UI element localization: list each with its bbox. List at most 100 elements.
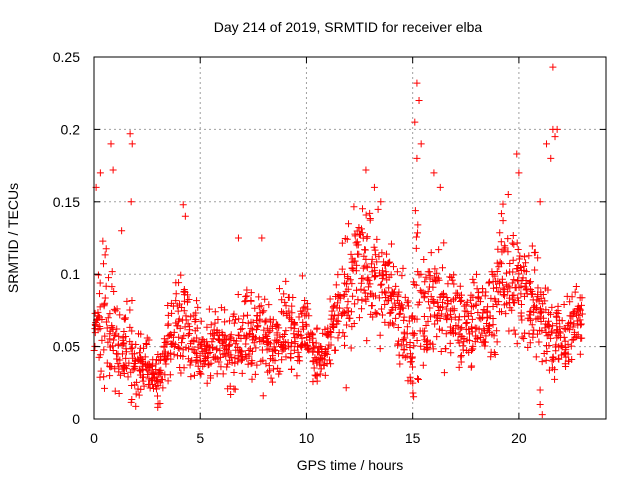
data-point [551,133,559,141]
data-point [224,360,232,368]
data-point [243,311,251,319]
data-point [456,298,464,306]
data-point [413,337,421,345]
data-point [334,271,342,279]
data-point [353,261,361,269]
data-point [347,344,355,352]
data-point [281,298,289,306]
data-point [570,308,578,316]
data-point [153,392,161,400]
data-point [551,375,559,383]
data-point [489,303,497,311]
data-point [128,297,136,305]
data-point [146,360,154,368]
data-point [205,305,213,313]
data-point [211,308,219,316]
data-point [378,280,386,288]
data-point [578,294,586,302]
data-point [388,288,396,296]
data-point [476,333,484,341]
data-point [493,338,501,346]
data-point [470,279,478,287]
data-point [498,248,506,256]
data-point [505,327,513,335]
data-point [364,274,372,282]
data-point [434,274,442,282]
data-point [569,323,577,331]
data-point [250,339,258,347]
data-point [455,363,463,371]
data-point [361,246,369,254]
data-point [372,251,380,259]
data-point [278,308,286,316]
data-point [274,321,282,329]
data-point [237,357,245,365]
grid-lines [94,57,606,419]
data-point [344,298,352,306]
data-point [443,293,451,301]
data-point [130,350,138,358]
data-point [426,275,434,283]
data-point [472,301,480,309]
data-point [214,316,222,324]
data-point [446,339,454,347]
data-point [252,326,260,334]
data-point [327,360,335,368]
data-point [429,283,437,291]
data-point [354,241,362,249]
data-point [230,319,238,327]
data-point [343,304,351,312]
data-point [354,296,362,304]
data-point [403,299,411,307]
data-point [243,292,251,300]
data-point [331,346,339,354]
data-point [537,295,545,303]
data-point [442,345,450,353]
data-point [116,311,124,319]
data-point [152,365,160,373]
data-point [122,333,130,341]
data-point [475,295,483,303]
data-point [333,304,341,312]
data-point [243,286,251,294]
data-point [509,268,517,276]
data-point [433,333,441,341]
data-point [295,353,303,361]
data-point [415,96,423,104]
data-point [313,324,321,332]
data-point [413,315,421,323]
data-point [99,237,107,245]
data-point [399,264,407,272]
data-point [548,357,556,365]
data-point [329,303,337,311]
data-point [515,169,523,177]
data-point [509,231,517,239]
data-point [491,295,499,303]
data-point [132,341,140,349]
data-point [288,309,296,317]
data-point [282,277,290,285]
data-point [244,360,252,368]
data-point [396,309,404,317]
data-point [136,349,144,357]
data-point [184,331,192,339]
data-point [279,332,287,340]
data-point [334,299,342,307]
data-point [518,316,526,324]
data-point [420,294,428,302]
data-point [506,259,514,267]
data-point [382,268,390,276]
data-point [137,330,145,338]
data-point [287,342,295,350]
data-point [433,269,441,277]
data-point [430,169,438,177]
data-point [273,329,281,337]
data-point [481,342,489,350]
data-point [401,293,409,301]
data-point [533,304,541,312]
data-point [248,357,256,365]
data-point [238,352,246,360]
data-point [258,234,266,242]
data-point [350,319,358,327]
data-point [167,299,175,307]
